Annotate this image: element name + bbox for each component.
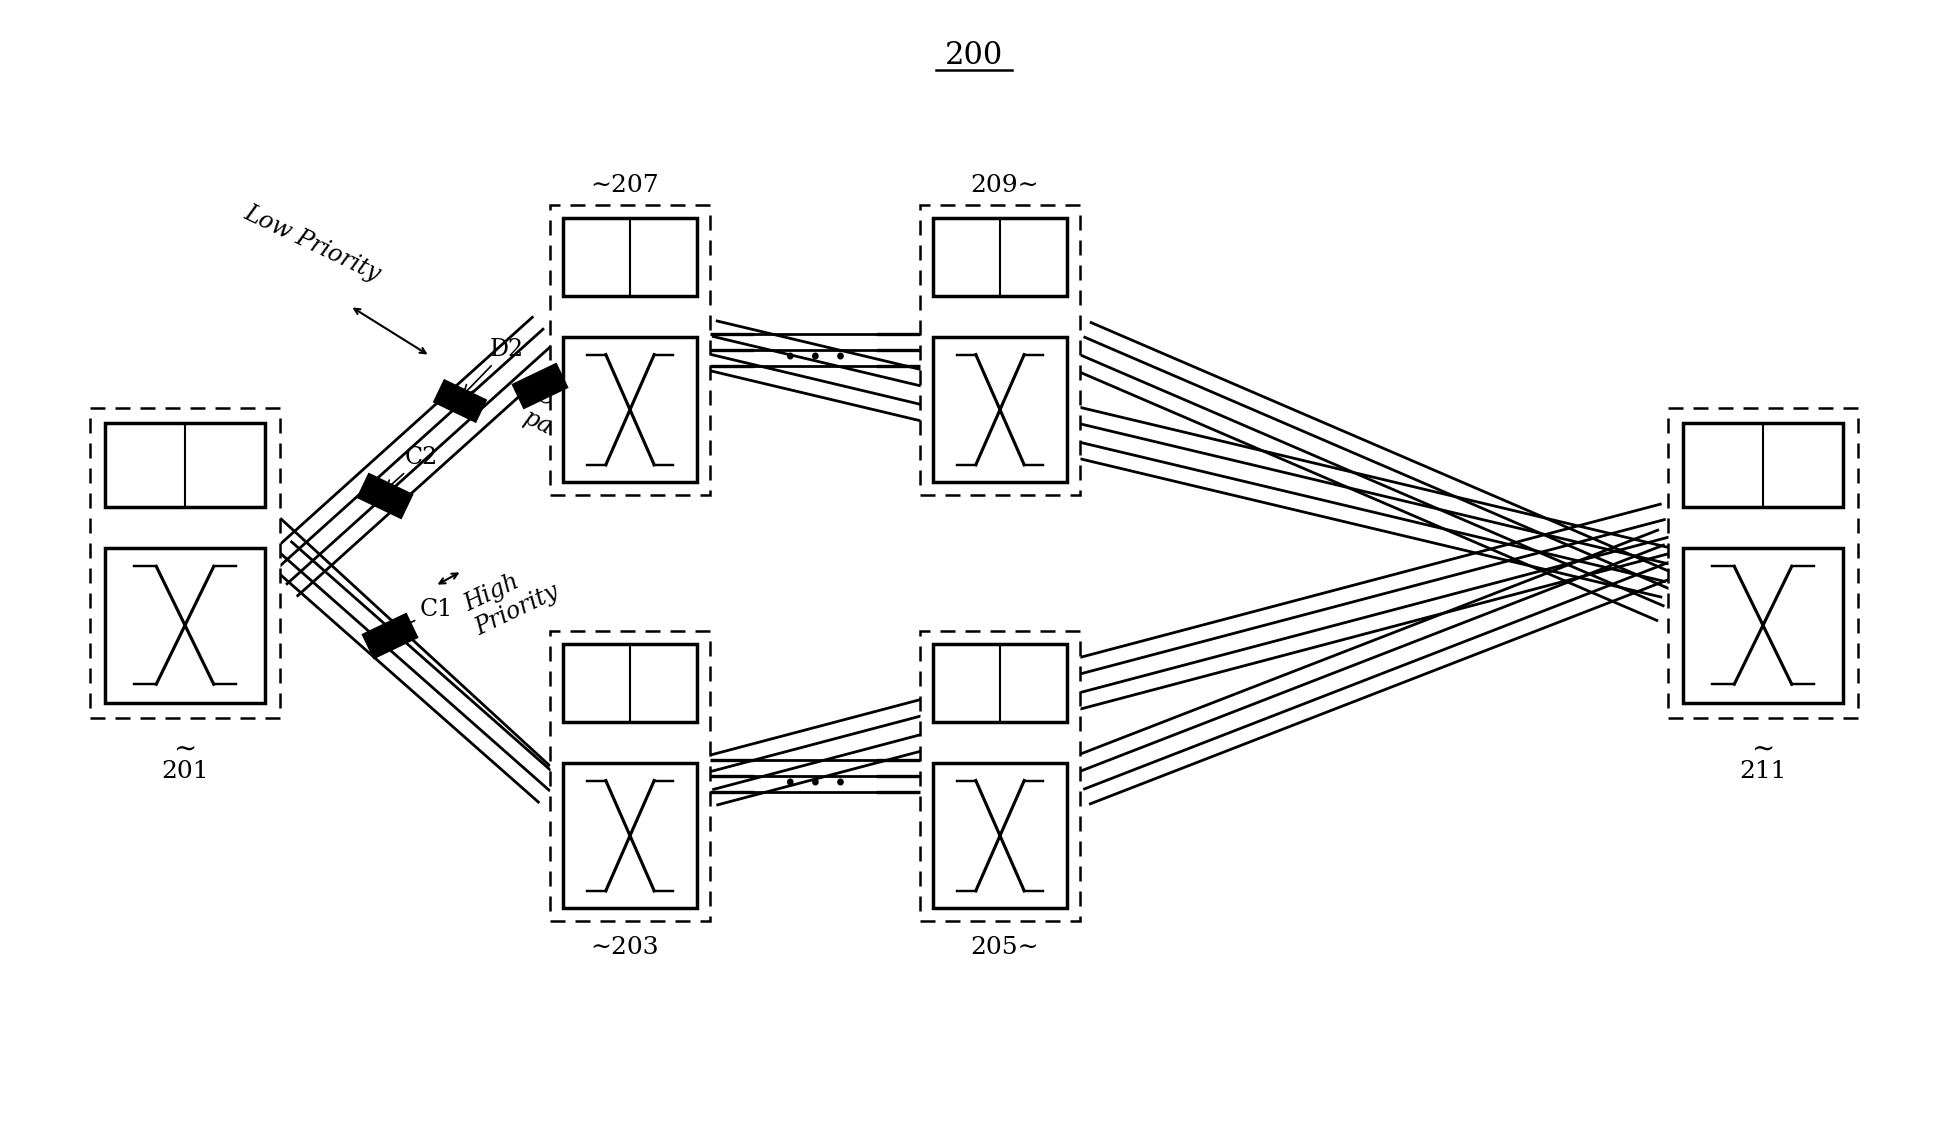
Text: 205∼: 205∼ [970,936,1040,959]
Text: . . .: . . . [783,333,845,367]
Bar [549,205,709,495]
Text: 201: 201 [162,760,208,783]
Bar [563,644,697,722]
Bar [105,548,265,703]
Bar [432,379,487,423]
Text: Control
packet: Control packet [520,383,623,466]
Bar [356,473,413,519]
Bar [919,631,1079,921]
Text: Low Priority: Low Priority [240,202,384,286]
Bar [933,644,1068,722]
Text: D1: D1 [547,343,610,381]
Bar [563,217,697,296]
Bar [1683,548,1843,703]
Text: 209∼: 209∼ [970,175,1040,197]
Bar [105,423,265,507]
Text: 211: 211 [1740,760,1786,783]
Bar [90,408,281,718]
Text: High
Priority: High Priority [460,556,563,640]
Text: . . .: . . . [783,759,845,793]
Bar [933,763,1068,909]
Bar [919,205,1079,495]
Bar [933,337,1068,482]
Text: ∼: ∼ [173,736,197,763]
Text: ∼207: ∼207 [590,175,658,197]
Bar [563,763,697,909]
Text: C1: C1 [393,598,454,631]
Text: C2: C2 [386,446,438,490]
Text: ∼203: ∼203 [590,936,658,959]
Bar [549,631,709,921]
Bar [362,613,419,660]
Bar [1667,408,1858,718]
Bar [512,363,569,410]
Text: D2: D2 [464,338,524,395]
Text: 200: 200 [945,41,1003,71]
Bar [933,217,1068,296]
Text: ∼: ∼ [1751,736,1775,763]
Bar [1683,423,1843,507]
Bar [563,337,697,482]
